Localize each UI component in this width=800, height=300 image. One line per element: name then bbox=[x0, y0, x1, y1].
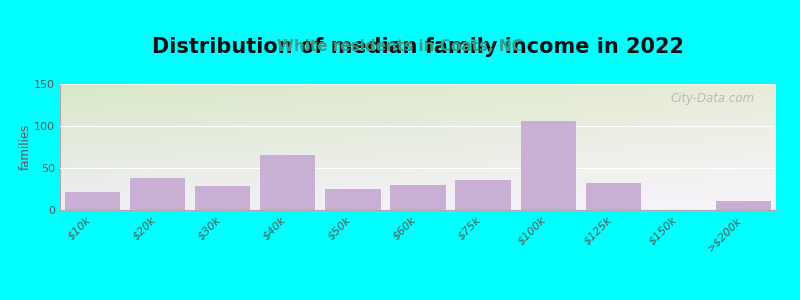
Bar bbox=[130, 178, 186, 210]
Bar bbox=[716, 201, 771, 210]
Bar bbox=[195, 187, 250, 210]
Title: Distribution of median family income in 2022: Distribution of median family income in … bbox=[152, 38, 684, 57]
Bar bbox=[455, 180, 510, 210]
Bar bbox=[260, 155, 315, 210]
Text: City-Data.com: City-Data.com bbox=[670, 92, 754, 105]
Bar bbox=[326, 189, 381, 210]
Bar bbox=[521, 121, 576, 210]
Y-axis label: families: families bbox=[18, 124, 31, 170]
Bar bbox=[65, 191, 120, 210]
Bar bbox=[390, 185, 446, 210]
Text: White residents in Coats, NC: White residents in Coats, NC bbox=[277, 39, 523, 54]
Bar bbox=[586, 183, 641, 210]
